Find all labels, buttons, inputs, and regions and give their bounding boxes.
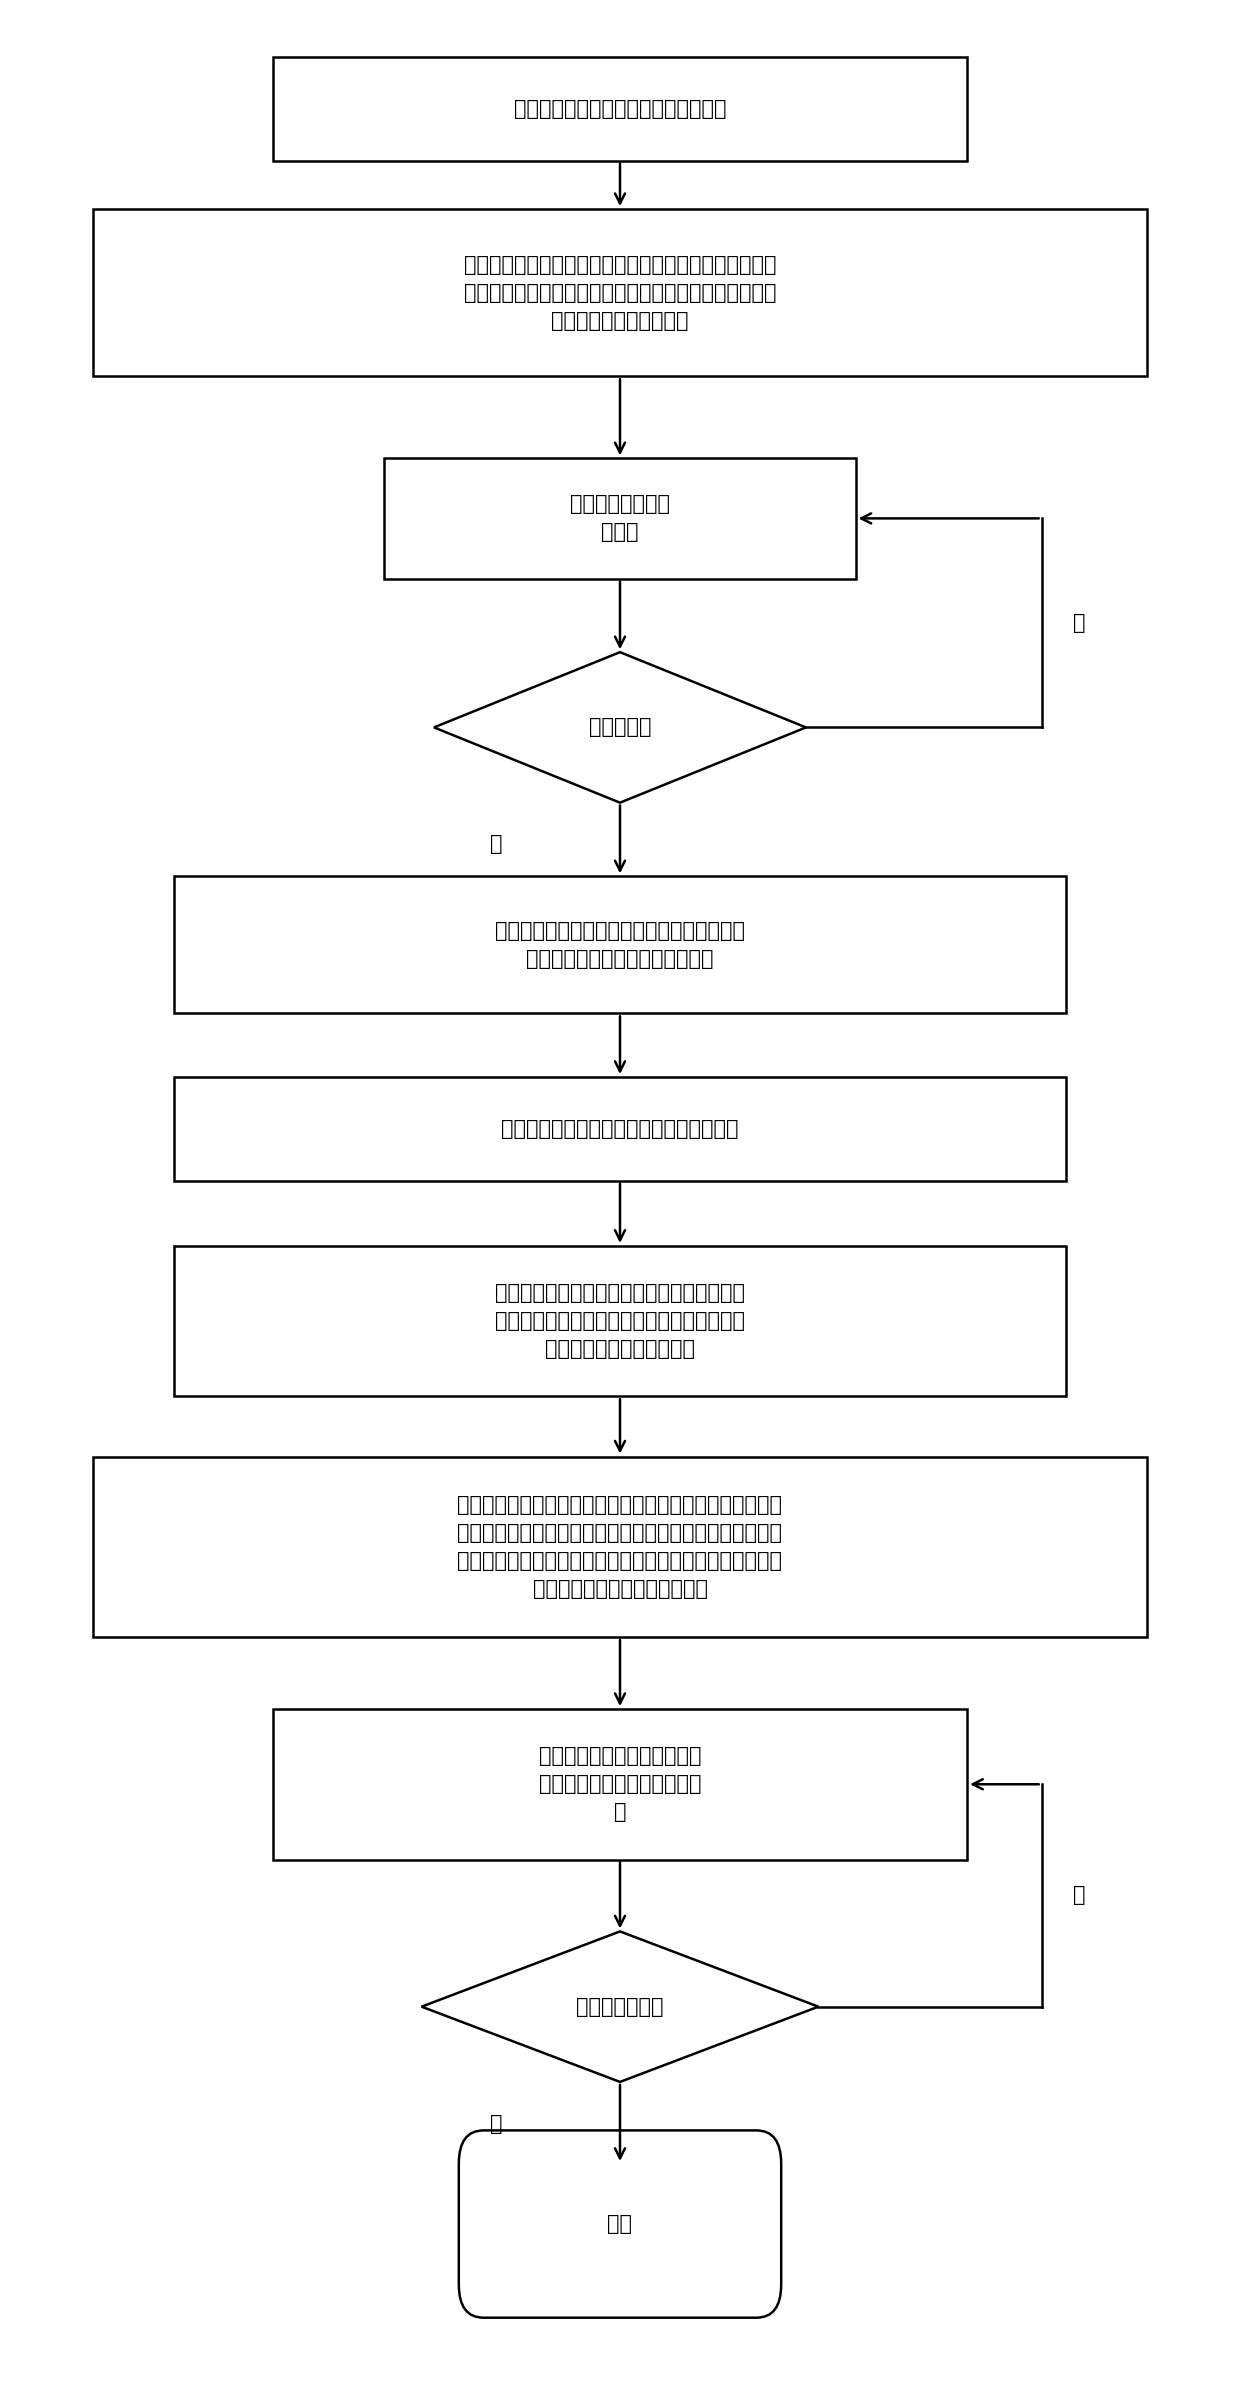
Text: 测量舰船相对于当地地理坐标系的运动信息: 测量舰船相对于当地地理坐标系的运动信息 xyxy=(501,1120,739,1139)
Text: 是: 是 xyxy=(490,2114,502,2133)
FancyBboxPatch shape xyxy=(93,1457,1147,1637)
FancyBboxPatch shape xyxy=(93,209,1147,376)
Text: 根据舰船相对于当地地理坐标系的运动信息，
将第一机船相对运动信息转化为无人机相对于
当地地理坐标系的运动信息: 根据舰船相对于当地地理坐标系的运动信息， 将第一机船相对运动信息转化为无人机相对… xyxy=(495,1283,745,1358)
Polygon shape xyxy=(434,653,806,802)
Text: 测量第一机船相对运动信息，即无人机在总参
考坐标系中的三维坐标和速度信息: 测量第一机船相对运动信息，即无人机在总参 考坐标系中的三维坐标和速度信息 xyxy=(495,920,745,968)
Text: 引导着舰完成？: 引导着舰完成？ xyxy=(577,1996,663,2015)
Text: 在船体上搭载主控系统和光电跟踪系统: 在船体上搭载主控系统和光电跟踪系统 xyxy=(513,99,727,118)
FancyBboxPatch shape xyxy=(384,458,856,578)
FancyBboxPatch shape xyxy=(273,58,967,161)
FancyBboxPatch shape xyxy=(174,877,1066,1014)
Text: 将无人机捷联惯导测得的无人机相对于当地地理坐标系的运
动信息与上一步获取的无人机相对于当地地理坐标系的运动
信息的差值，作为无人机卡尔曼滤波器的输入，进行组合导: 将无人机捷联惯导测得的无人机相对于当地地理坐标系的运 动信息与上一步获取的无人机… xyxy=(458,1495,782,1599)
Text: 否: 否 xyxy=(1073,614,1085,633)
Text: 光电跟踪系统搜索
无人机: 光电跟踪系统搜索 无人机 xyxy=(570,494,670,542)
FancyBboxPatch shape xyxy=(459,2131,781,2316)
Polygon shape xyxy=(422,1931,818,2083)
Text: 否: 否 xyxy=(1073,1885,1085,1905)
Text: 是: 是 xyxy=(490,836,502,855)
Text: 无人机飞控制导系统根据第二
机船相对运动信息进行着舰制
导: 无人机飞控制导系统根据第二 机船相对运动信息进行着舰制 导 xyxy=(538,1746,702,1823)
FancyBboxPatch shape xyxy=(174,1245,1066,1397)
Text: 结束: 结束 xyxy=(608,2213,632,2235)
FancyBboxPatch shape xyxy=(174,1076,1066,1180)
Text: 以船体自带高精度惯性导航系统坐标系为总参考坐标系，
标定光电跟踪系统与总参考坐标系的位置关系和标定各光
电跟踪系统间的位置关系: 以船体自带高精度惯性导航系统坐标系为总参考坐标系， 标定光电跟踪系统与总参考坐标… xyxy=(464,255,776,330)
Text: 发现无人机: 发现无人机 xyxy=(589,718,651,737)
FancyBboxPatch shape xyxy=(273,1710,967,1859)
